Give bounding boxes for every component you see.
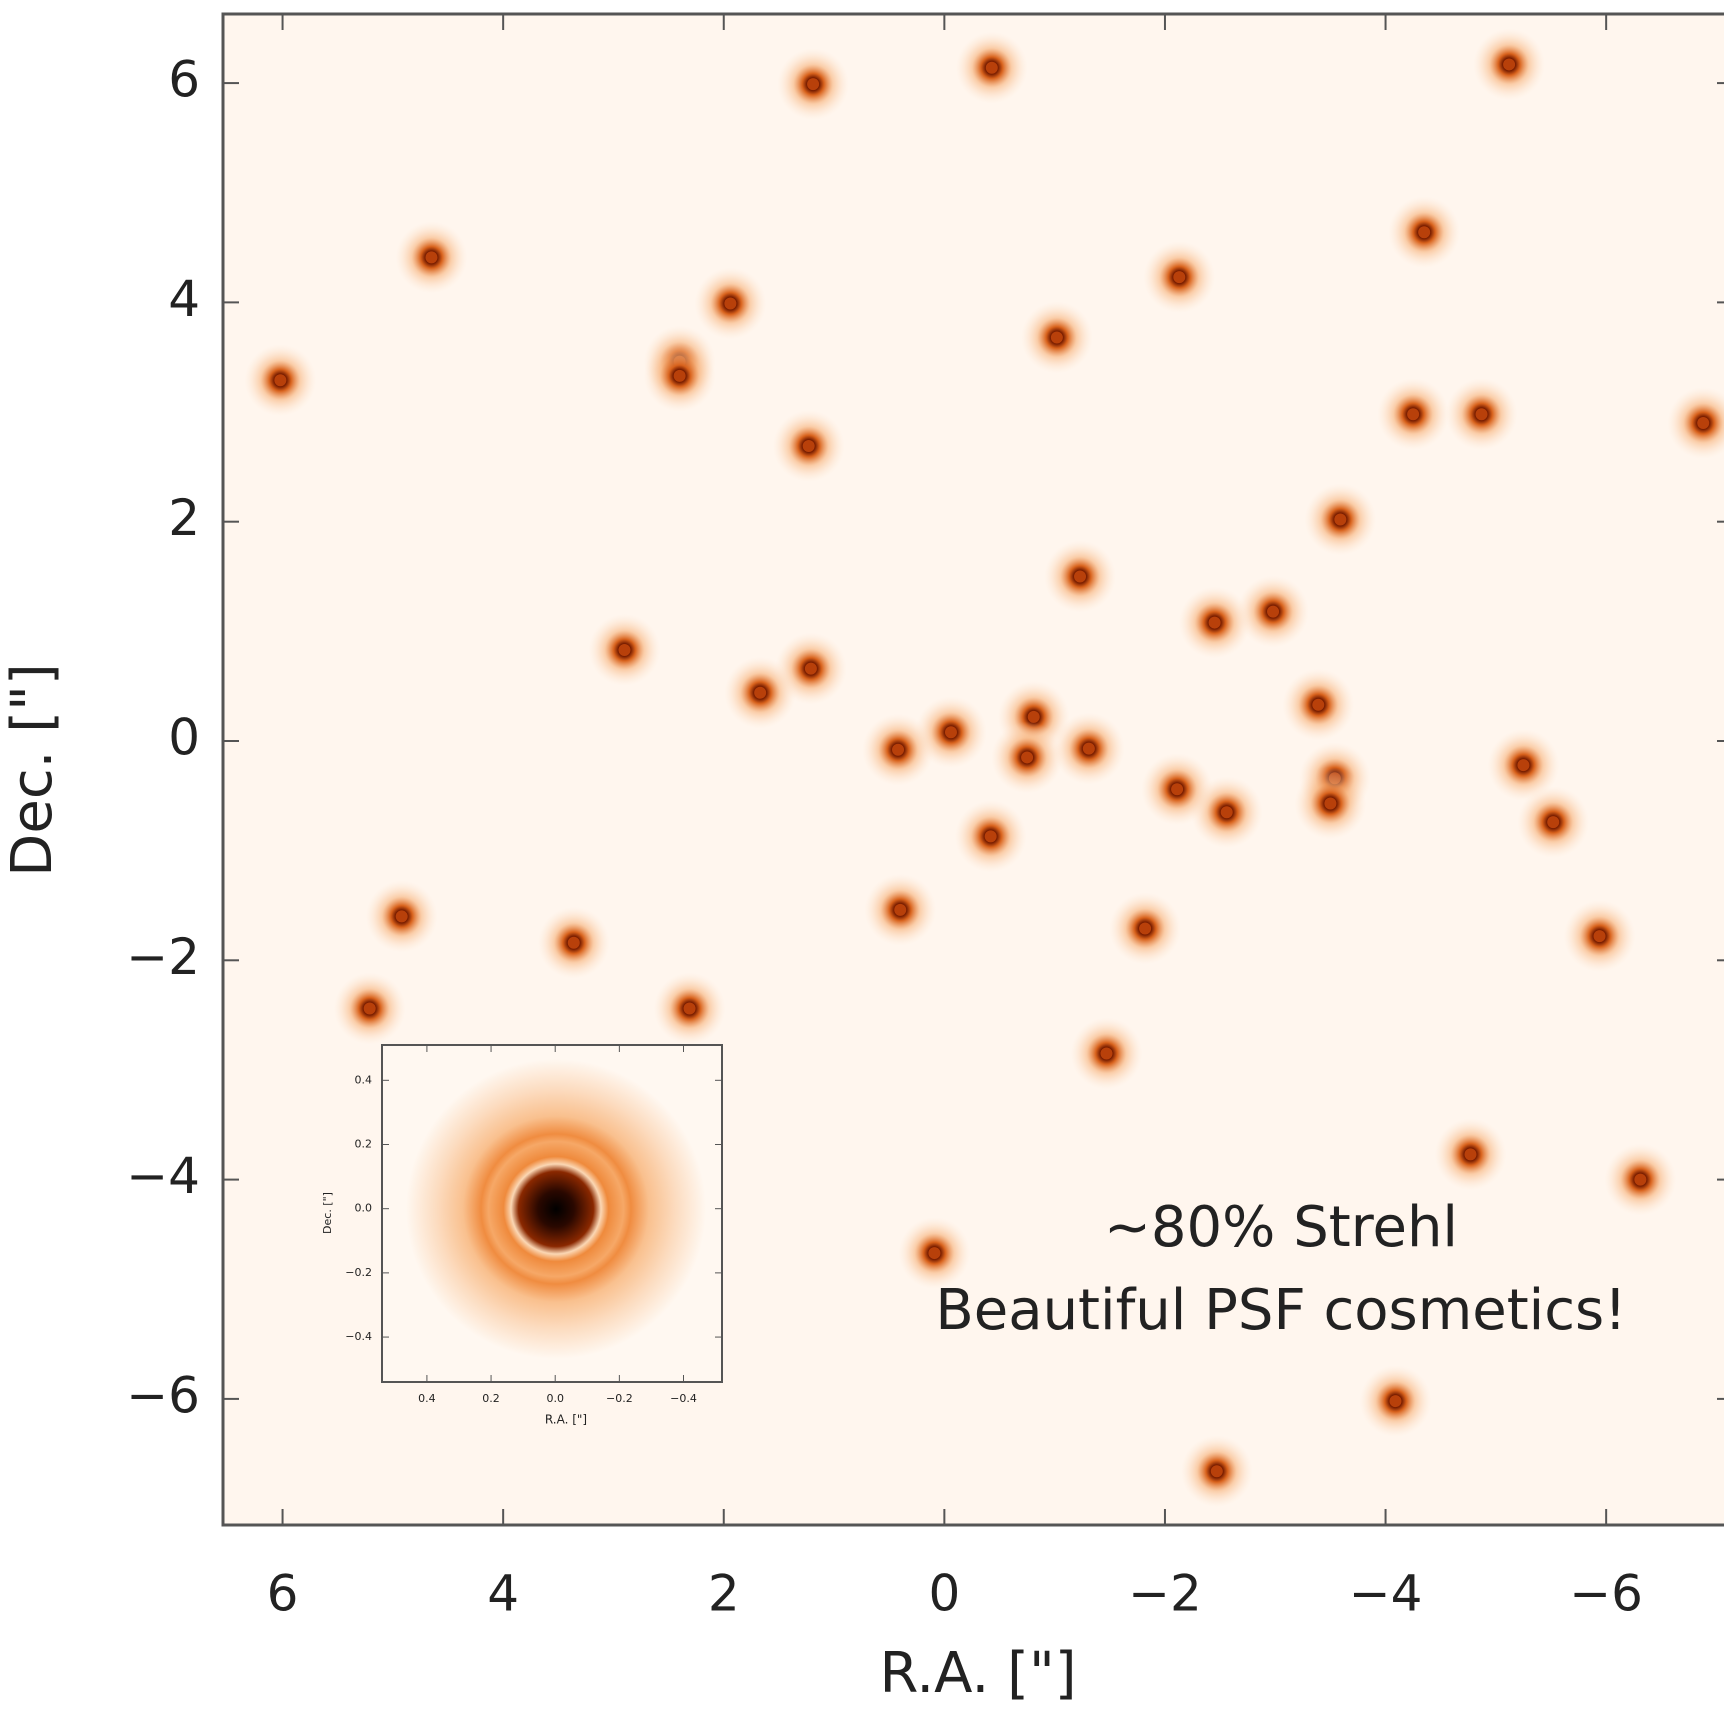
x-tick-label: 4 [487,1565,519,1623]
inset-psf [406,1059,706,1359]
inset-y-axis-label: Dec. ["] [321,1192,334,1234]
star-core [1139,922,1152,935]
star-core [807,78,820,91]
x-tick-label: 6 [267,1565,299,1623]
x-tick-label: 0.0 [546,1392,564,1405]
star-core [395,910,408,923]
stars [244,28,1724,1508]
y-axis-label: Dec. ["] [0,663,65,876]
star-core [673,369,686,382]
star-core [1312,698,1325,711]
star-core [802,440,815,453]
inset-x-axis-label: R.A. ["] [545,1413,587,1427]
x-tick-label: −4 [1349,1565,1423,1623]
y-tick-label: −2 [126,928,200,986]
y-tick-label: −0.4 [345,1330,372,1343]
star-core [1074,570,1087,583]
star-glow [1667,387,1724,459]
star-core [1171,783,1184,796]
star-core [944,726,957,739]
star-core [1517,759,1530,772]
star-core [1208,616,1221,629]
star-core [274,374,287,387]
star-core [804,662,817,675]
y-tick-label: 0.0 [355,1202,373,1215]
star-core [985,61,998,74]
annotation: ~80% Strehl [1104,1195,1458,1260]
star-core [1050,331,1063,344]
star-core [1475,408,1488,421]
star-core [618,643,631,656]
y-tick-label: −6 [126,1366,200,1424]
star-core [1389,1395,1402,1408]
annotation: Beautiful PSF cosmetics! [935,1278,1626,1343]
x-tick-label: −2 [1128,1565,1202,1623]
star-core [363,1002,376,1015]
star-core [1418,226,1431,239]
star-core [1027,710,1040,723]
y-tick-label: −0.2 [345,1266,372,1279]
star-core [1503,58,1516,71]
y-tick-label: 0.4 [355,1073,373,1086]
star-core [1634,1173,1647,1186]
x-tick-label: 0.2 [482,1392,500,1405]
star-core [1100,1047,1113,1060]
star-core [1220,806,1233,819]
star-core [984,830,997,843]
star-core [1593,930,1606,943]
star-core [1334,513,1347,526]
star-core [567,936,580,949]
x-tick-label: 0.4 [418,1392,436,1405]
star-core [1464,1148,1477,1161]
x-tick-label: −0.2 [606,1392,633,1405]
y-tick-label: −4 [126,1147,200,1205]
y-tick-label: 0 [168,708,200,766]
star-core [1697,417,1710,430]
y-tick-label: 0.2 [355,1137,373,1150]
y-tick-label: 6 [168,51,200,109]
y-tick-label: 4 [168,270,200,328]
star-core [754,686,767,699]
star-core [1082,742,1095,755]
x-tick-label: 0 [928,1565,960,1623]
x-axis-label: R.A. ["] [879,1641,1076,1706]
x-tick-label: 2 [708,1565,740,1623]
y-tick-label: 2 [168,489,200,547]
star-core [1407,408,1420,421]
star-core [724,297,737,310]
star-core [894,903,907,916]
star-core [892,743,905,756]
star-core [1210,1465,1223,1478]
star-core [928,1247,941,1260]
star-core [1547,816,1560,829]
star-core [1324,797,1337,810]
star-core [683,1002,696,1015]
star-core [1267,605,1280,618]
star-core [1021,751,1034,764]
x-tick-label: −6 [1569,1565,1643,1623]
star-core [1173,271,1186,284]
star-core [425,251,438,264]
x-tick-label: −0.4 [670,1392,697,1405]
